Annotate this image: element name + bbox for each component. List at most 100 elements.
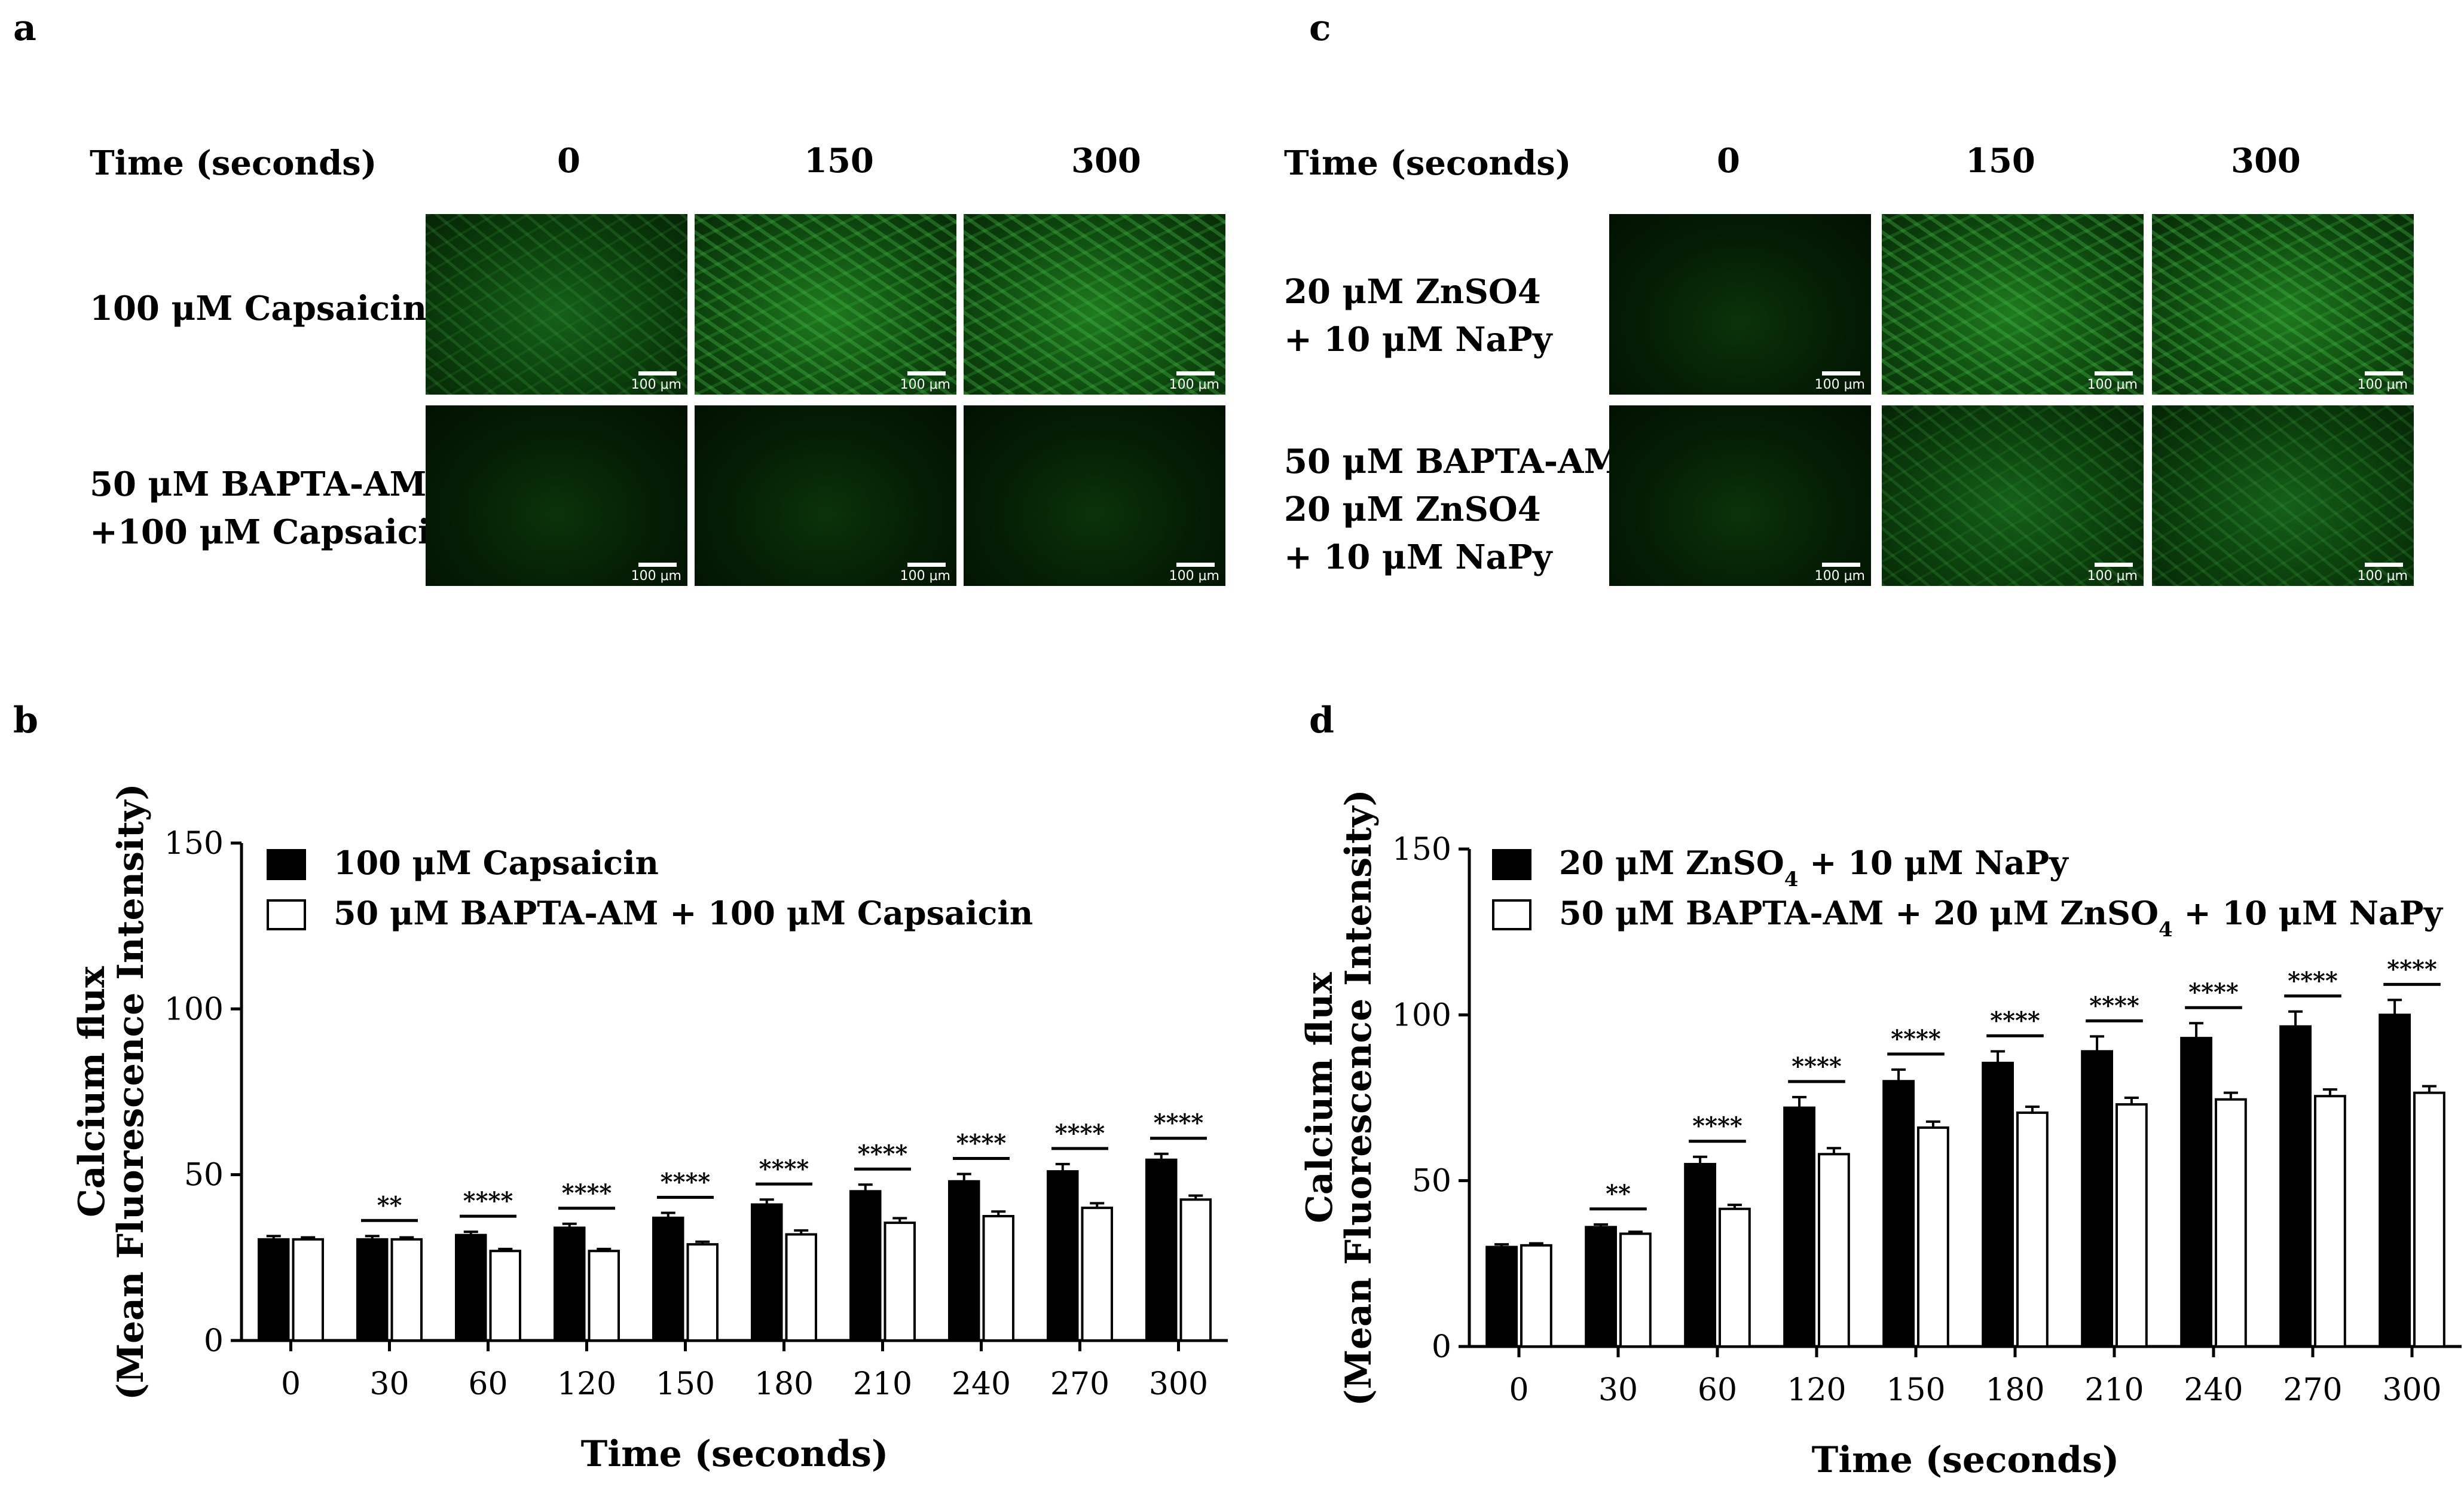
x-tick-label: 300	[1149, 1366, 1208, 1402]
x-tick-label: 270	[1050, 1366, 1109, 1402]
significance-label: ****	[2188, 978, 2239, 1006]
y-axis-title-line-2: (Mean Fluorescence Intensity)	[110, 783, 152, 1400]
micrograph-a-r2-t300: 100 μm	[964, 405, 1225, 586]
legend-label-1: 20 μM ZnSO4 + 10 μM NaPy	[1559, 844, 2069, 891]
x-tick-label: 210	[853, 1366, 912, 1402]
panel-letter-d: d	[1309, 700, 1334, 741]
legend-swatch-1	[1492, 849, 1531, 880]
micrograph-a-r2-t150: 100 μm	[695, 405, 956, 586]
bar-series-2	[292, 1238, 324, 1342]
chart-b: 0 50 100 150 0 30 ** 60 **** 120 **** 150 **** 180 ***…	[71, 783, 1228, 1475]
significance-label: **	[377, 1191, 402, 1219]
y-axis-title-line-1: Calcium flux	[1299, 972, 1341, 1223]
y-tick-label: 100	[164, 991, 224, 1027]
bar-series-2	[2016, 1111, 2049, 1348]
legend-label-2: 50 μM BAPTA-AM + 20 μM ZnSO4 + 10 μM NaP…	[1559, 894, 2444, 942]
bar-series-2	[2116, 1103, 2148, 1348]
significance-label: ****	[2089, 991, 2139, 1019]
bar-series-2	[1818, 1153, 1850, 1348]
time-label-a-2: 300	[1071, 141, 1141, 181]
x-axis-title: Time (seconds)	[1812, 1439, 2120, 1481]
time-label-c-2: 300	[2231, 141, 2301, 181]
row-label-c-2: 50 μM BAPTA-AM 20 μM ZnSO4 + 10 μM NaPy	[1284, 442, 1621, 577]
chart-d: 0 50 100 150 0 30 ** 60 **** 120 **** 150 **** 180 ***…	[1299, 789, 2462, 1481]
bar-series-2	[588, 1250, 620, 1342]
micrograph-c-r2-t300: 100 μm	[2152, 405, 2414, 586]
micrograph-c-r1-t300: 100 μm	[2152, 214, 2414, 395]
bar-series-1	[948, 1180, 980, 1342]
significance-label: ****	[759, 1155, 809, 1183]
bar-series-2	[884, 1222, 916, 1342]
x-tick-label: 270	[2283, 1372, 2342, 1408]
bar-series-2	[2215, 1098, 2247, 1348]
time-label-c-0: 0	[1717, 141, 1740, 181]
bar-series-1	[751, 1203, 783, 1342]
time-header-c: Time (seconds)	[1284, 143, 1572, 183]
bar-series-1	[1783, 1106, 1816, 1348]
bar-series-1	[2379, 1013, 2411, 1348]
row-label-c-1: 20 μM ZnSO4 + 10 μM NaPy	[1284, 272, 1552, 359]
bar-series-2	[686, 1243, 719, 1342]
x-tick-label: 60	[468, 1366, 508, 1402]
time-label-c-1: 150	[1965, 141, 2035, 181]
x-axis-title: Time (seconds)	[581, 1433, 889, 1475]
panel-letter-c: c	[1309, 7, 1331, 49]
x-tick-label: 150	[656, 1366, 715, 1402]
micrograph-c-r2-t0: 100 μm	[1609, 405, 1871, 586]
significance-label: ****	[562, 1179, 612, 1207]
bar-series-2	[1917, 1126, 1949, 1348]
panel-letter-b: b	[13, 700, 38, 741]
x-tick-label: 0	[281, 1366, 301, 1402]
time-label-a-1: 150	[804, 141, 874, 181]
x-tick-label: 0	[1509, 1372, 1528, 1408]
micrograph-a-r1-t0: 100 μm	[426, 214, 687, 395]
y-axis-title-line-2: (Mean Fluorescence Intensity)	[1338, 789, 1380, 1406]
bar-series-2	[1179, 1198, 1212, 1342]
significance-label: ****	[858, 1140, 908, 1168]
bar-series-1	[258, 1238, 290, 1342]
x-tick-label: 30	[369, 1366, 409, 1402]
significance-label: ****	[1891, 1025, 1941, 1053]
bar-series-1	[2081, 1050, 2113, 1348]
x-tick-label: 240	[2184, 1372, 2243, 1408]
bar-series-1	[1145, 1158, 1178, 1342]
bar-series-1	[455, 1233, 487, 1342]
bar-series-2	[982, 1215, 1014, 1342]
x-tick-label: 120	[557, 1366, 616, 1402]
x-tick-label: 30	[1598, 1372, 1638, 1408]
bar-series-2	[1520, 1244, 1552, 1348]
significance-label: ****	[661, 1168, 711, 1196]
bar-series-2	[1719, 1207, 1751, 1348]
x-tick-label: 240	[952, 1366, 1011, 1402]
micrograph-a-r2-t0: 100 μm	[426, 405, 687, 586]
y-tick-label: 0	[1432, 1329, 1451, 1365]
bar-series-1	[1684, 1162, 1717, 1348]
bar-series-2	[785, 1233, 817, 1342]
bar-series-1	[2279, 1025, 2312, 1348]
significance-label: ****	[1792, 1052, 1842, 1080]
y-tick-label: 0	[204, 1323, 224, 1359]
y-tick-label: 50	[184, 1158, 224, 1193]
bar-series-1	[356, 1238, 389, 1342]
bar-series-2	[390, 1238, 423, 1342]
x-tick-label: 300	[2382, 1372, 2441, 1408]
y-tick-label: 150	[1392, 832, 1451, 868]
legend-swatch-2	[1492, 899, 1531, 930]
legend-label-1: 100 μM Capsaicin	[334, 844, 659, 882]
y-tick-label: 100	[1392, 997, 1451, 1033]
bar-series-1	[554, 1226, 586, 1342]
significance-label: ****	[1990, 1006, 2040, 1034]
bar-series-2	[1619, 1232, 1652, 1348]
bar-series-1	[1485, 1245, 1518, 1348]
micrograph-a-r1-t150: 100 μm	[695, 214, 956, 395]
bar-series-2	[2314, 1095, 2346, 1348]
panel-letter-a: a	[13, 7, 36, 49]
x-tick-label: 60	[1698, 1372, 1737, 1408]
time-label-a-0: 0	[557, 141, 580, 181]
y-axis-title-line-1: Calcium flux	[71, 966, 113, 1217]
micrograph-a-r1-t300: 100 μm	[964, 214, 1225, 395]
significance-label: ****	[463, 1187, 513, 1215]
bar-series-1	[1585, 1226, 1618, 1348]
legend-swatch-2	[267, 899, 306, 930]
